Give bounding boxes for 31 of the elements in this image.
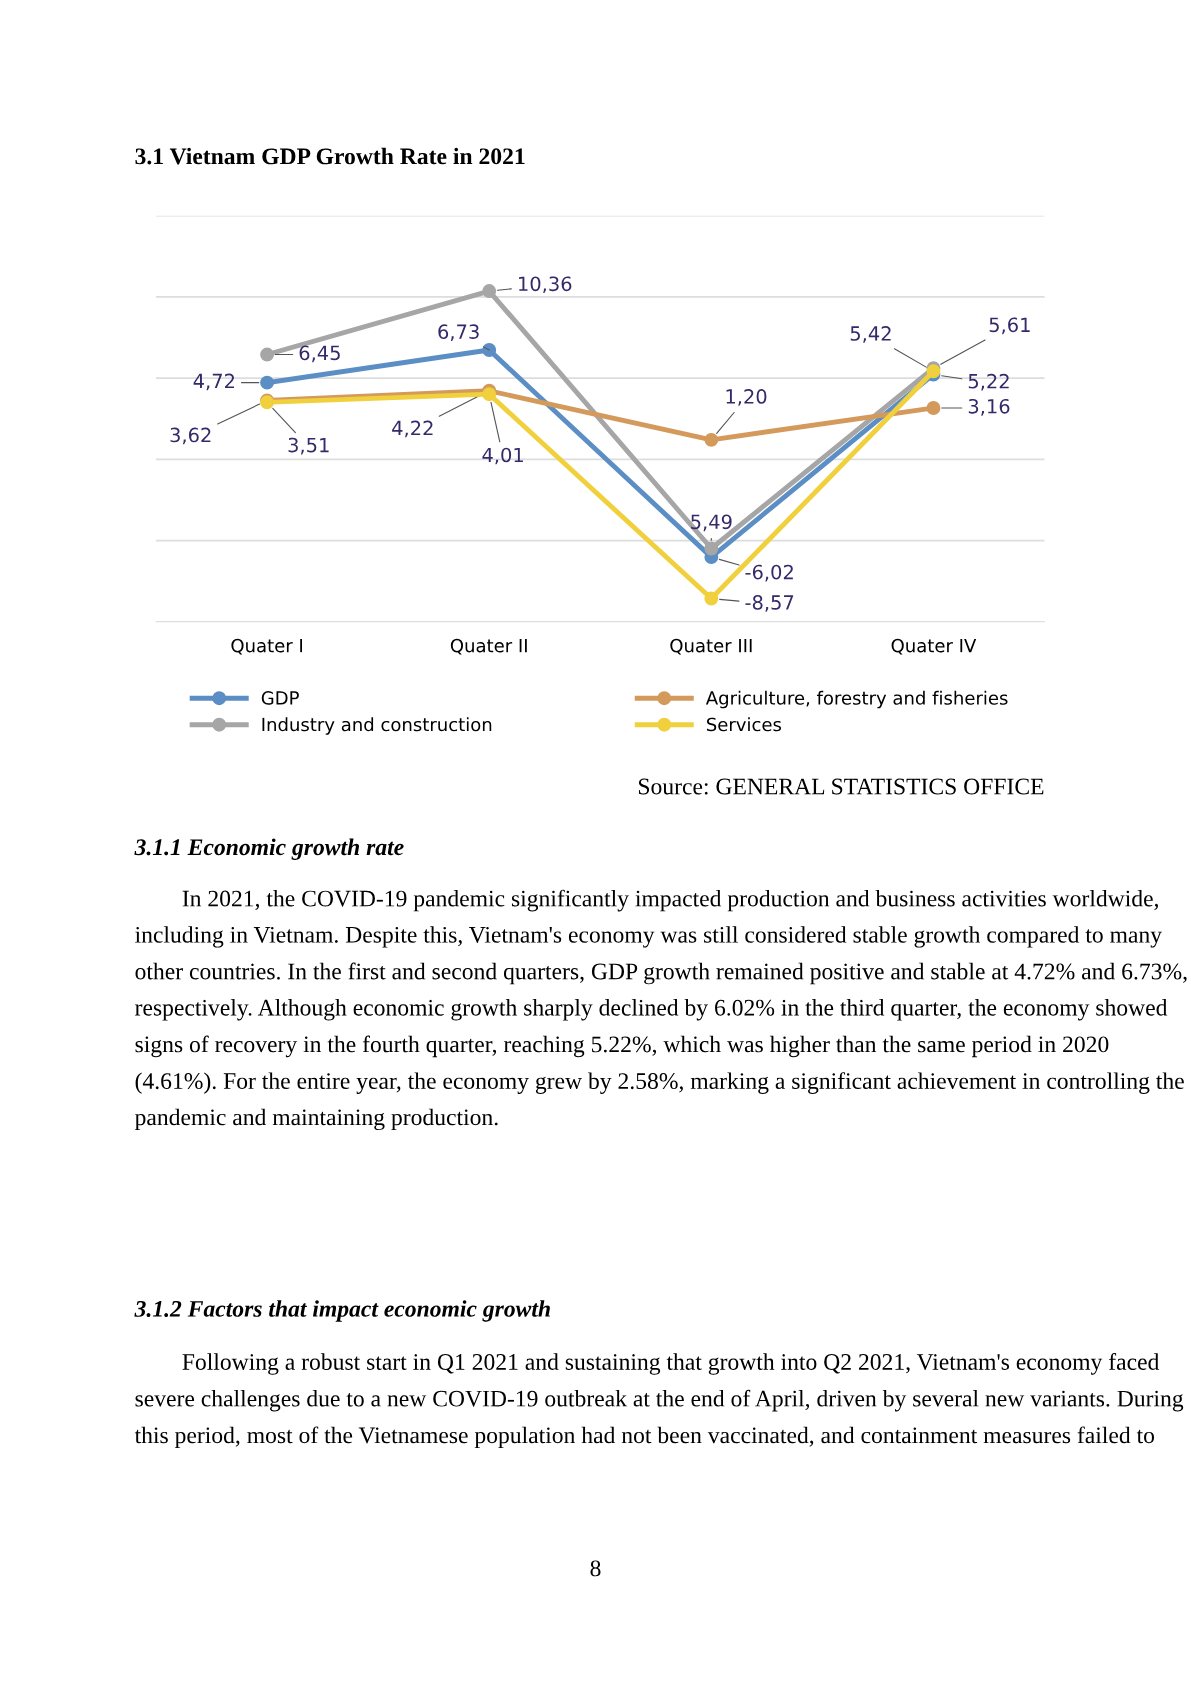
- x-tick-label: Quater II: [450, 638, 527, 655]
- data-label: 4,22: [392, 420, 433, 438]
- text: In 2021, the COVID-19 pandemic significantly impacted production and business activities worldwide, including in Vietnam. Despite this, Vietnam's economy was still considered stable growth compared to many other countries. In the first and second quarters, GDP growth remained positive and stable at 4.72% and 6.73%, respectively. Although economic growth sharply declined by 6.02% in the third quarter, the economy showed signs of recovery in the fourth quarter, reaching 5.22%, which was higher than the same period in 2020 (4.61%). For the entire year, the economy grew by 2.58%, marking a significant achievement in controlling the pandemic and maintaining production.: [134, 889, 1187, 1131]
- legend-label: Agriculture, forestry and fisheries: [705, 690, 1008, 709]
- data-label: 1,20: [726, 389, 767, 406]
- legend-label: GDP: [261, 691, 299, 705]
- text: 8: [590, 1560, 601, 1577]
- data-label: 5,61: [989, 317, 1030, 335]
- data-label: 4,72: [193, 373, 234, 391]
- annotation: 5,49: [691, 514, 732, 532]
- x-tick-label: Quater IV: [891, 638, 977, 655]
- legend-label: Services: [706, 717, 782, 732]
- data-label: -6,02: [745, 564, 793, 582]
- data-label: 5,22: [968, 373, 1009, 391]
- data-label: 3,51: [288, 437, 329, 455]
- text: 3.1.2 Factors that impact economic growth: [134, 1300, 550, 1322]
- data-label: -8,57: [745, 595, 794, 612]
- data-label: 10,36: [519, 276, 572, 294]
- data-label: 3,62: [170, 427, 211, 445]
- chart-title: 3.1 Vietnam GDP Growth Rate in 2021: [135, 147, 525, 165]
- data-label: 3,16: [968, 398, 1010, 416]
- text: Following a robust start in Q1 2021 and sustaining that growth into Q2 2021, Vietnam's economy faced severe challenges due to a new COVID-19 outbreak at the end of April, driven by several new variants. During this period, most of the Vietnamese population had not been vaccinated, and containment measures failed to: [134, 1353, 1184, 1449]
- data-label: 5,42: [850, 326, 891, 343]
- data-label: 6,45: [299, 345, 340, 363]
- data-label: 4,01: [482, 447, 523, 465]
- x-tick-label: Quater I: [231, 638, 303, 655]
- text: 3.1.1 Economic growth rate: [134, 838, 404, 860]
- legend-label: Industry and construction: [262, 717, 492, 735]
- source-note: Source: GENERAL STATISTICS OFFICE: [638, 778, 1044, 795]
- data-label: 6,73: [438, 324, 479, 341]
- x-tick-label: Quater III: [670, 638, 752, 655]
